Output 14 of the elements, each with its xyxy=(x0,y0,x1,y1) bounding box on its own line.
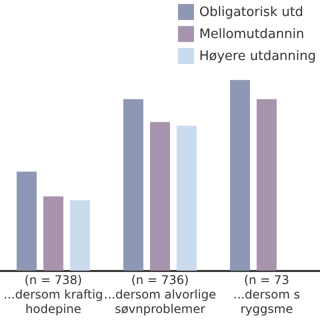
x-tick-label: (n = 738) ...dersom kraftig hodepine xyxy=(4,273,104,316)
legend-label: Mellomutdannin xyxy=(199,26,304,42)
legend-label: Høyere utdanning xyxy=(199,48,316,64)
x-tick-label: (n = 73 ...dersom s ryggsme xyxy=(233,273,300,316)
bar xyxy=(176,126,197,271)
x-tick-label: (n = 736) ...dersom alvorlige søvnproblemer xyxy=(104,273,216,316)
bar xyxy=(256,99,277,271)
bar xyxy=(230,80,250,271)
bar xyxy=(70,200,90,271)
bar xyxy=(150,122,170,271)
bar xyxy=(43,196,64,271)
bar xyxy=(16,172,37,271)
legend-label: Obligatorisk utd xyxy=(199,4,304,20)
bar xyxy=(123,99,144,271)
